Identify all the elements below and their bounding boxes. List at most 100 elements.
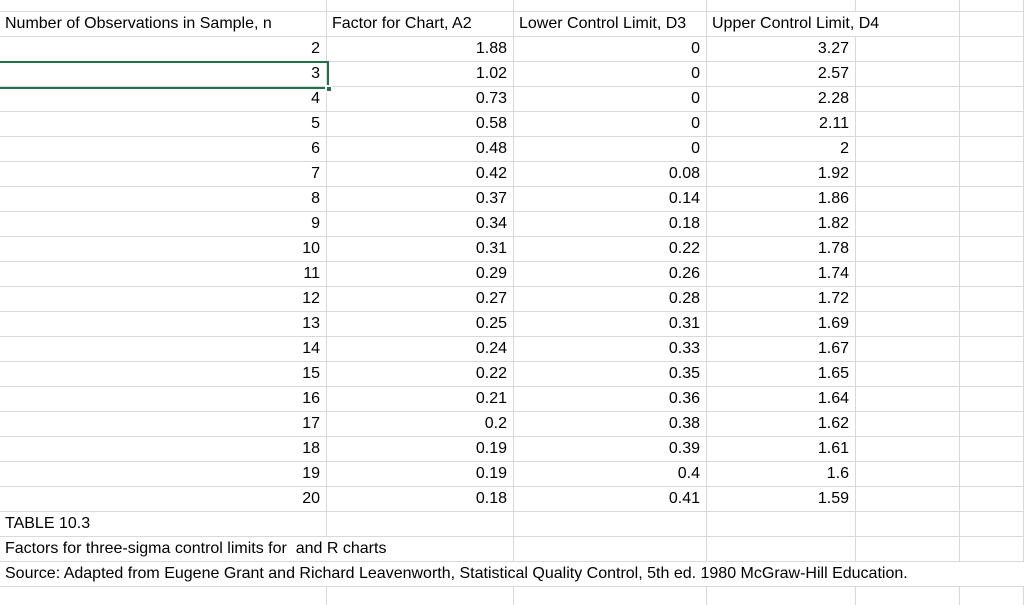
cell-a2[interactable]: 1.88 <box>327 37 514 61</box>
table-label[interactable]: TABLE 10.3 <box>0 512 327 536</box>
empty-cell[interactable] <box>856 437 960 461</box>
cell-d3[interactable]: 0.36 <box>514 387 707 411</box>
cell-d3[interactable]: 0 <box>514 37 707 61</box>
empty-cell[interactable] <box>856 287 960 311</box>
cell-a2[interactable]: 0.18 <box>327 487 514 511</box>
empty-cell[interactable] <box>960 262 1024 286</box>
cell-n[interactable]: 11 <box>0 262 327 286</box>
cell-n[interactable]: 2 <box>0 37 327 61</box>
column-header-d4[interactable]: Upper Control Limit, D4 <box>707 12 960 36</box>
empty-cell[interactable] <box>856 62 960 86</box>
empty-cell[interactable] <box>960 437 1024 461</box>
empty-cell[interactable] <box>856 212 960 236</box>
cell-d4[interactable]: 1.65 <box>707 362 856 386</box>
cell-n[interactable]: 17 <box>0 412 327 436</box>
cell-d4[interactable]: 1.82 <box>707 212 856 236</box>
cell-n[interactable]: 18 <box>0 437 327 461</box>
cell-d4[interactable]: 1.59 <box>707 487 856 511</box>
cell-a2[interactable]: 0.24 <box>327 337 514 361</box>
empty-cell[interactable] <box>960 537 1024 561</box>
cell-a2[interactable]: 0.29 <box>327 262 514 286</box>
cell-n[interactable]: 15 <box>0 362 327 386</box>
cell-n[interactable]: 16 <box>0 387 327 411</box>
empty-cell[interactable] <box>960 112 1024 136</box>
cell-d3[interactable]: 0.35 <box>514 362 707 386</box>
empty-cell[interactable] <box>856 37 960 61</box>
cell-d4[interactable]: 1.86 <box>707 187 856 211</box>
empty-cell[interactable] <box>707 587 856 605</box>
cell-n[interactable]: 20 <box>0 487 327 511</box>
empty-cell[interactable] <box>856 337 960 361</box>
cell-n[interactable]: 12 <box>0 287 327 311</box>
cell-d4[interactable]: 1.72 <box>707 287 856 311</box>
cell-d3[interactable]: 0 <box>514 62 707 86</box>
empty-cell[interactable] <box>856 412 960 436</box>
empty-cell[interactable] <box>960 337 1024 361</box>
empty-cell[interactable] <box>0 0 327 11</box>
empty-cell[interactable] <box>514 512 707 536</box>
cell-d3[interactable]: 0 <box>514 112 707 136</box>
empty-cell[interactable] <box>960 362 1024 386</box>
cell-d4[interactable]: 1.64 <box>707 387 856 411</box>
cell-d3[interactable]: 0.22 <box>514 237 707 261</box>
cell-n[interactable]: 13 <box>0 312 327 336</box>
cell-n[interactable]: 8 <box>0 187 327 211</box>
cell-a2[interactable]: 0.58 <box>327 112 514 136</box>
empty-cell[interactable] <box>856 462 960 486</box>
cell-a2[interactable]: 0.37 <box>327 187 514 211</box>
empty-cell[interactable] <box>856 0 960 11</box>
cell-a2[interactable]: 0.48 <box>327 137 514 161</box>
cell-d3[interactable]: 0 <box>514 87 707 111</box>
cell-n[interactable]: 5 <box>0 112 327 136</box>
cell-a2[interactable]: 0.19 <box>327 437 514 461</box>
empty-cell[interactable] <box>960 87 1024 111</box>
empty-cell[interactable] <box>856 512 960 536</box>
empty-cell[interactable] <box>960 212 1024 236</box>
empty-cell[interactable] <box>707 512 856 536</box>
cell-d3[interactable]: 0.38 <box>514 412 707 436</box>
cell-d3[interactable]: 0.31 <box>514 312 707 336</box>
cell-d3[interactable]: 0.33 <box>514 337 707 361</box>
empty-cell[interactable] <box>856 537 960 561</box>
empty-cell[interactable] <box>960 37 1024 61</box>
cell-d4[interactable]: 1.67 <box>707 337 856 361</box>
empty-cell[interactable] <box>327 512 514 536</box>
empty-cell[interactable] <box>960 487 1024 511</box>
empty-cell[interactable] <box>0 587 327 605</box>
cell-d3[interactable]: 0.18 <box>514 212 707 236</box>
empty-cell[interactable] <box>856 162 960 186</box>
cell-d4[interactable]: 2.57 <box>707 62 856 86</box>
cell-d4[interactable]: 1.61 <box>707 437 856 461</box>
empty-cell[interactable] <box>856 362 960 386</box>
empty-cell[interactable] <box>960 512 1024 536</box>
cell-a2[interactable]: 0.31 <box>327 237 514 261</box>
empty-cell[interactable] <box>856 87 960 111</box>
cell-d4[interactable]: 1.74 <box>707 262 856 286</box>
empty-cell[interactable] <box>856 262 960 286</box>
empty-cell[interactable] <box>856 187 960 211</box>
table-caption[interactable]: Factors for three-sigma control limits f… <box>0 537 514 561</box>
empty-cell[interactable] <box>514 587 707 605</box>
cell-d4[interactable]: 1.69 <box>707 312 856 336</box>
cell-n[interactable]: 4 <box>0 87 327 111</box>
column-header-a2[interactable]: Factor for Chart, A2 <box>327 12 514 36</box>
cell-n[interactable]: 6 <box>0 137 327 161</box>
cell-n[interactable]: 19 <box>0 462 327 486</box>
cell-d3[interactable]: 0 <box>514 137 707 161</box>
cell-d3[interactable]: 0.4 <box>514 462 707 486</box>
cell-n[interactable]: 9 <box>0 212 327 236</box>
empty-cell[interactable] <box>856 312 960 336</box>
empty-cell[interactable] <box>856 387 960 411</box>
cell-n[interactable]: 10 <box>0 237 327 261</box>
empty-cell[interactable] <box>856 487 960 511</box>
empty-cell[interactable] <box>960 587 1024 605</box>
empty-cell[interactable] <box>856 112 960 136</box>
empty-cell[interactable] <box>327 0 514 11</box>
cell-d3[interactable]: 0.28 <box>514 287 707 311</box>
empty-cell[interactable] <box>960 162 1024 186</box>
empty-cell[interactable] <box>327 587 514 605</box>
cell-d3[interactable]: 0.08 <box>514 162 707 186</box>
empty-cell[interactable] <box>960 462 1024 486</box>
cell-a2[interactable]: 0.22 <box>327 362 514 386</box>
cell-a2[interactable]: 0.73 <box>327 87 514 111</box>
